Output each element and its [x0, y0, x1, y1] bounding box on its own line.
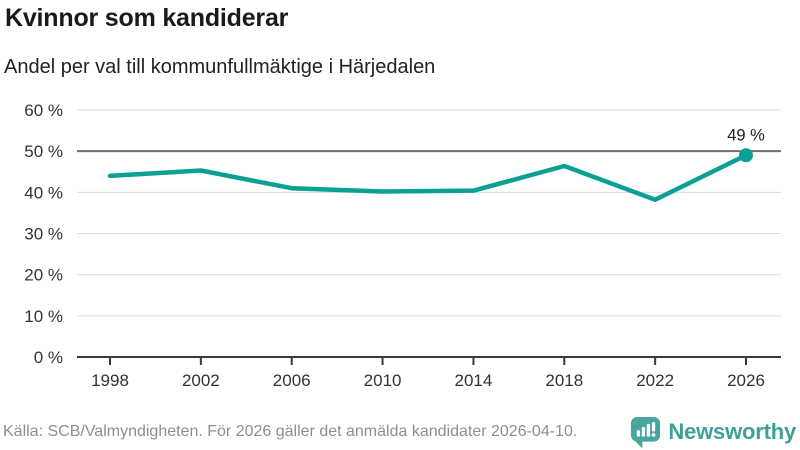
y-tick-label: 30 %: [24, 225, 63, 244]
y-tick-label: 20 %: [24, 266, 63, 285]
y-tick-label: 60 %: [24, 101, 63, 120]
source-note: Källa: SCB/Valmyndigheten. För 2026 gäll…: [3, 423, 578, 440]
y-tick-label: 50 %: [24, 142, 63, 161]
y-tick-label: 10 %: [24, 307, 63, 326]
x-tick-label: 2022: [636, 371, 674, 390]
logo-bar-1: [637, 429, 641, 437]
x-tick-label: 2002: [182, 371, 220, 390]
last-value-label: 49 %: [727, 126, 765, 144]
logo-exclamation-dot: [652, 432, 656, 437]
last-point-marker: [739, 148, 753, 163]
y-tick-label: 40 %: [24, 183, 63, 202]
logo-exclamation-bar: [652, 421, 656, 432]
x-tick-label: 1998: [91, 371, 129, 390]
speech-bubble-shape: [631, 416, 661, 448]
chart-title: Kvinnor som kandiderar: [5, 4, 289, 32]
line-chart: 0 % 10 % 20 % 30 % 40 % 50 % 60 % 1998 2002 2006 2…: [24, 101, 781, 390]
y-tick-label: 0 %: [34, 348, 63, 367]
logo-bar-2: [642, 426, 646, 437]
footer: Källa: SCB/Valmyndigheten. För 2026 gäll…: [3, 415, 796, 449]
x-tick-label: 2018: [545, 371, 583, 390]
logo-bar-3: [647, 423, 651, 437]
brand-name: Newsworthy: [668, 419, 796, 444]
x-tick-label: 2010: [364, 371, 402, 390]
x-tick-label: 2006: [273, 371, 311, 390]
x-tick-label: 2026: [727, 371, 765, 390]
trend-line: [107, 153, 749, 202]
x-tick-label: 2014: [455, 371, 493, 390]
brand: Newsworthy: [630, 416, 796, 449]
newsworthy-logo-icon: [631, 416, 661, 448]
chart-subtitle: Andel per val till kommunfullmäktige i H…: [4, 56, 436, 78]
